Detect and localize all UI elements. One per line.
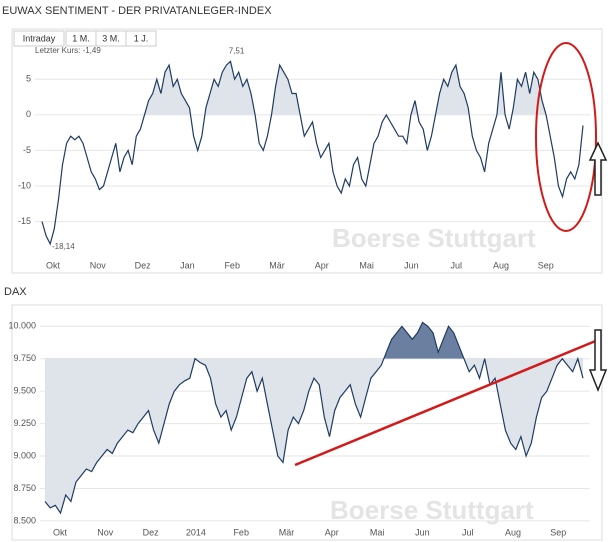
- x-tick-label: Nov: [90, 260, 107, 270]
- tab[interactable]: [13, 30, 65, 47]
- x-tick-label: Sep: [538, 260, 554, 270]
- annotation: 7,51: [229, 47, 245, 56]
- tab-label: 3 M.: [102, 33, 120, 43]
- x-tick-label: Mär: [269, 260, 285, 270]
- x-tick-label: Jan: [180, 260, 195, 270]
- x-tick-label: Feb: [224, 260, 240, 270]
- y-tick-label: 9.250: [13, 418, 36, 428]
- x-tick-label: Mär: [279, 527, 295, 537]
- area-above: [144, 61, 547, 115]
- y-tick-label: -15: [18, 216, 31, 226]
- tab-bar: Intraday 1 M. 3 M. 1 J.: [13, 30, 157, 47]
- annotation: -18,14: [52, 242, 75, 251]
- y-tick-label: 9.000: [13, 450, 36, 460]
- x-tick-label: 2014: [186, 527, 206, 537]
- line: [41, 60, 584, 246]
- x-tick-label: Okt: [53, 527, 68, 537]
- x-tick-label: Okt: [46, 260, 61, 270]
- chart-frame: [11, 304, 603, 541]
- tab-label: 1 M.: [72, 33, 90, 43]
- area-above: [45, 322, 583, 359]
- y-tick-label: -5: [23, 145, 31, 155]
- watermark: Boerse Stuttgart: [330, 495, 534, 525]
- x-tick-label: Aug: [505, 527, 521, 537]
- highlight-ellipse: [535, 42, 597, 232]
- annotation: Letzter Kurs: -1,49: [35, 46, 101, 55]
- x-tick-label: Mai: [370, 527, 385, 537]
- x-tick-label: Aug: [493, 260, 509, 270]
- area-below: [45, 358, 583, 514]
- y-tick-label: 0: [26, 109, 31, 119]
- tab-label: Intraday: [23, 33, 56, 43]
- x-tick-label: Feb: [233, 527, 249, 537]
- x-tick-label: Nov: [97, 527, 114, 537]
- y-tick-label: 5: [26, 74, 31, 84]
- y-tick-label: 9.750: [13, 353, 36, 363]
- x-tick-label: Jul: [450, 260, 462, 270]
- y-tick-label: -10: [18, 180, 31, 190]
- plots: Boerse Stuttgart -15 -10 -5 0 5 Okt Nov Dez Jan Fe…: [8, 46, 590, 537]
- x-tick-label: Mai: [359, 260, 374, 270]
- y-tick-label: 8.750: [13, 483, 36, 493]
- y-tick-label: 10.000: [8, 321, 36, 331]
- x-tick-label: Apr: [315, 260, 329, 270]
- chart-title: DAX: [4, 286, 27, 298]
- tab[interactable]: [125, 30, 157, 47]
- y-tick-label: 9.500: [13, 386, 36, 396]
- line: [44, 321, 584, 515]
- x-tick-label: Dez: [143, 527, 160, 537]
- tab-label: 1 J.: [134, 33, 149, 43]
- x-tick-label: Apr: [325, 527, 339, 537]
- x-tick-label: Sep: [550, 527, 566, 537]
- down-arrow: [588, 329, 608, 393]
- chart-title: EUWAX SENTIMENT - DER PRIVATANLEGER-INDE…: [2, 5, 272, 17]
- x-tick-label: Dez: [135, 260, 152, 270]
- watermark: Boerse Stuttgart: [332, 223, 536, 253]
- x-tick-label: Jun: [415, 527, 430, 537]
- trend-line: [294, 338, 599, 467]
- x-tick-label: Jun: [404, 260, 419, 270]
- x-tick-label: Jul: [462, 527, 474, 537]
- up-arrow: [588, 141, 608, 196]
- y-tick-label: 8.500: [13, 515, 36, 525]
